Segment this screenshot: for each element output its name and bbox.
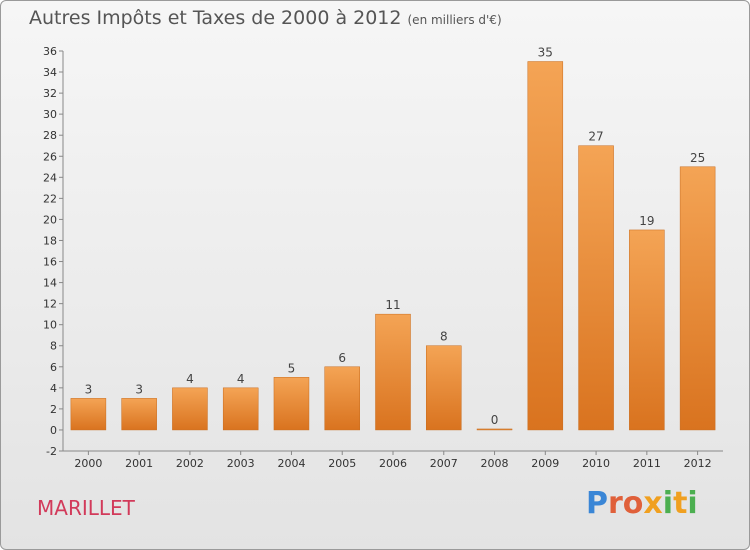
bar [679,166,716,431]
x-tick-label: 2009 [531,457,559,470]
x-tick-label: 2010 [582,457,610,470]
title-text: Autres Impôts et Taxes de 2000 à 2012 [29,7,402,29]
logo-letter: i [687,486,698,521]
bar [172,387,208,431]
chart-title: Autres Impôts et Taxes de 2000 à 2012 (en… [29,7,502,29]
logo-letter: t [673,486,688,521]
y-tick-label: 8 [50,340,57,353]
logo-letter: x [643,486,663,521]
x-tick-label: 2006 [379,457,407,470]
data-label: 4 [186,372,194,386]
data-label: 3 [135,382,143,396]
data-label: 19 [639,214,654,228]
x-tick-label: 2001 [125,457,153,470]
y-tick-label: 10 [43,319,57,332]
data-label: 0 [491,413,499,427]
y-tick-label: 20 [43,213,57,226]
y-tick-label: 24 [43,171,57,184]
y-tick-label: -2 [46,445,57,458]
y-tick-label: 22 [43,192,57,205]
data-label: 11 [385,298,400,312]
y-tick-label: 34 [43,66,57,79]
y-tick-label: 30 [43,108,57,121]
x-tick-label: 2012 [684,457,712,470]
y-tick-label: 4 [50,382,57,395]
unit-subtitle: (en milliers d'€) [407,13,502,27]
bar [629,229,665,431]
x-tick-label: 2005 [328,457,356,470]
y-tick-label: 32 [43,87,57,100]
bar [476,428,513,431]
x-tick-label: 2004 [277,457,305,470]
bar [121,398,157,431]
data-label: 4 [237,372,245,386]
proxiti-logo: Proxiti [586,486,698,521]
bar [527,61,564,431]
data-label: 6 [338,351,346,365]
x-tick-label: 2003 [227,457,255,470]
bar [375,313,411,431]
bar [578,145,614,431]
x-tick-label: 2008 [481,457,509,470]
y-tick-label: 6 [50,361,57,374]
bar [222,387,259,431]
bar [426,345,462,431]
commune-name: MARILLET [37,496,135,520]
y-tick-label: 36 [43,45,57,58]
bar [324,366,360,431]
y-tick-label: 18 [43,234,57,247]
y-tick-label: 12 [43,298,57,311]
logo-letter: r [608,486,623,521]
y-tick-label: 14 [43,277,57,290]
bar [70,398,107,431]
data-label: 25 [690,151,705,165]
data-label: 3 [85,382,93,396]
x-tick-label: 2011 [633,457,661,470]
x-tick-label: 2007 [430,457,458,470]
logo-letter: o [622,486,644,521]
y-tick-label: 28 [43,129,57,142]
logo-letter: i [662,486,674,521]
x-tick-label: 2000 [74,457,102,470]
y-tick-label: 16 [43,256,57,269]
data-label: 5 [288,361,296,375]
logo-letter: P [586,486,608,521]
y-tick-label: 26 [43,150,57,163]
y-tick-label: 2 [50,403,57,416]
y-tick-label: 0 [50,424,57,437]
bar [273,377,310,431]
data-label: 27 [588,130,603,144]
x-tick-label: 2002 [176,457,204,470]
data-label: 8 [440,330,448,344]
data-label: 35 [538,46,553,60]
